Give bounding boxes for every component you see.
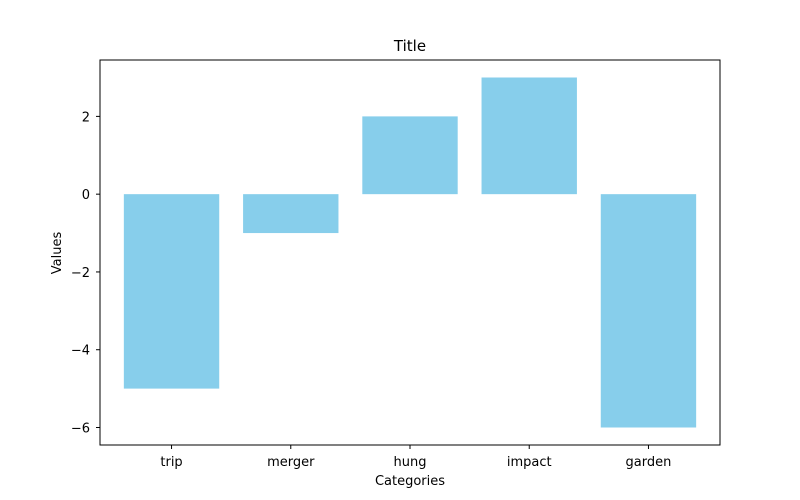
y-axis-label: Values <box>50 232 65 275</box>
y-tick-label: −4 <box>71 344 90 359</box>
y-tick-label: 2 <box>82 110 90 125</box>
y-tick-label: 0 <box>82 188 90 203</box>
x-tick-label: hung <box>394 455 427 470</box>
bar-hung <box>362 116 458 195</box>
x-axis-label: Categories <box>375 474 445 489</box>
plot-frame <box>99 59 721 446</box>
y-tick-label: −6 <box>71 422 90 437</box>
y-tick-label: −2 <box>71 266 90 281</box>
y-axis-ticks: −6 −4 −2 0 2 <box>71 110 100 437</box>
bar-trip <box>123 194 220 389</box>
bar-garden <box>600 194 697 428</box>
bar-impact <box>481 77 577 195</box>
x-tick-label: impact <box>507 455 552 470</box>
chart-title: Title <box>393 37 426 55</box>
x-tick-label: merger <box>267 455 315 470</box>
x-tick-label: garden <box>626 455 672 470</box>
x-tick-label: trip <box>160 455 182 470</box>
bar-merger <box>243 194 339 234</box>
x-axis-ticks: trip merger hung impact garden <box>160 445 671 470</box>
bars-group <box>123 77 697 428</box>
